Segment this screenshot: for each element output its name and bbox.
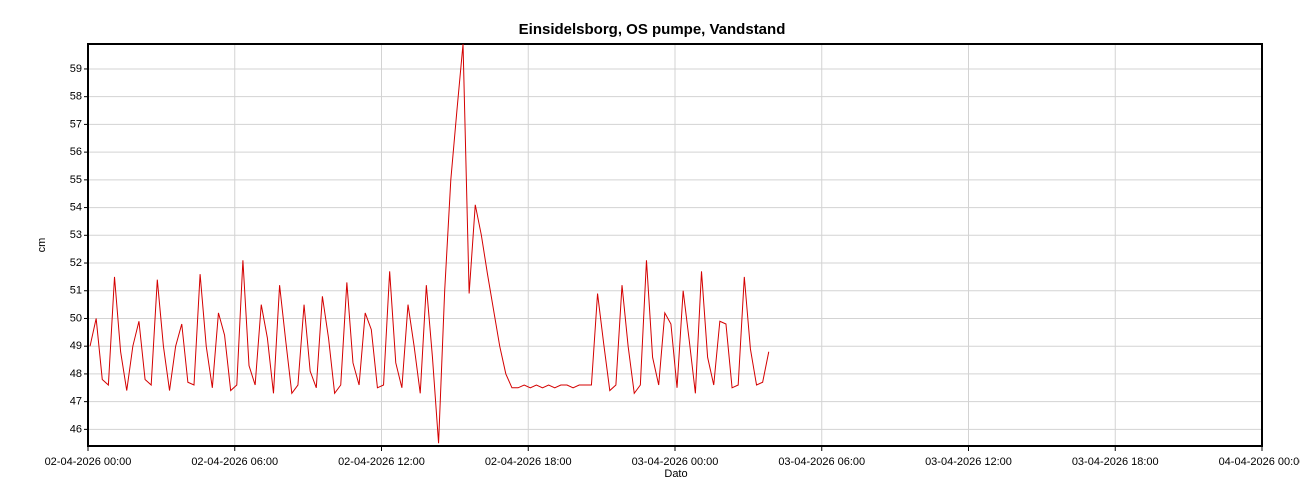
y-tick-label: 52 [70, 257, 82, 269]
y-tick-label: 46 [70, 423, 82, 435]
y-axis-label: cm [36, 238, 48, 253]
x-tick-label: 03-04-2026 18:00 [1072, 456, 1159, 468]
x-tick-label: 02-04-2026 00:00 [45, 456, 132, 468]
y-tick-label: 48 [70, 368, 82, 380]
x-tick-label: 02-04-2026 18:00 [485, 456, 572, 468]
x-tick-label: 03-04-2026 06:00 [778, 456, 865, 468]
x-tick-label: 02-04-2026 06:00 [191, 456, 278, 468]
y-tick-label: 49 [70, 340, 82, 352]
x-tick-label: 04-04-2026 00:00 [1219, 456, 1300, 468]
x-tick-label: 03-04-2026 12:00 [925, 456, 1012, 468]
y-tick-label: 54 [70, 201, 82, 213]
plot-frame [87, 43, 1263, 447]
y-tick-label: 56 [70, 146, 82, 158]
chart-title: Einsidelsborg, OS pumpe, Vandstand [519, 21, 786, 38]
x-axis-label: Dato [664, 468, 687, 480]
y-tick-label: 58 [70, 91, 82, 103]
y-tick-label: 59 [70, 63, 82, 75]
y-tick-label: 57 [70, 118, 82, 130]
x-tick-label: 02-04-2026 12:00 [338, 456, 425, 468]
x-tick-label: 03-04-2026 00:00 [632, 456, 719, 468]
y-tick-label: 53 [70, 229, 82, 241]
y-tick-label: 51 [70, 285, 82, 297]
y-tick-label: 55 [70, 174, 82, 186]
data-line [89, 43, 770, 444]
y-tick-label: 50 [70, 312, 82, 324]
y-tick-label: 47 [70, 396, 82, 408]
